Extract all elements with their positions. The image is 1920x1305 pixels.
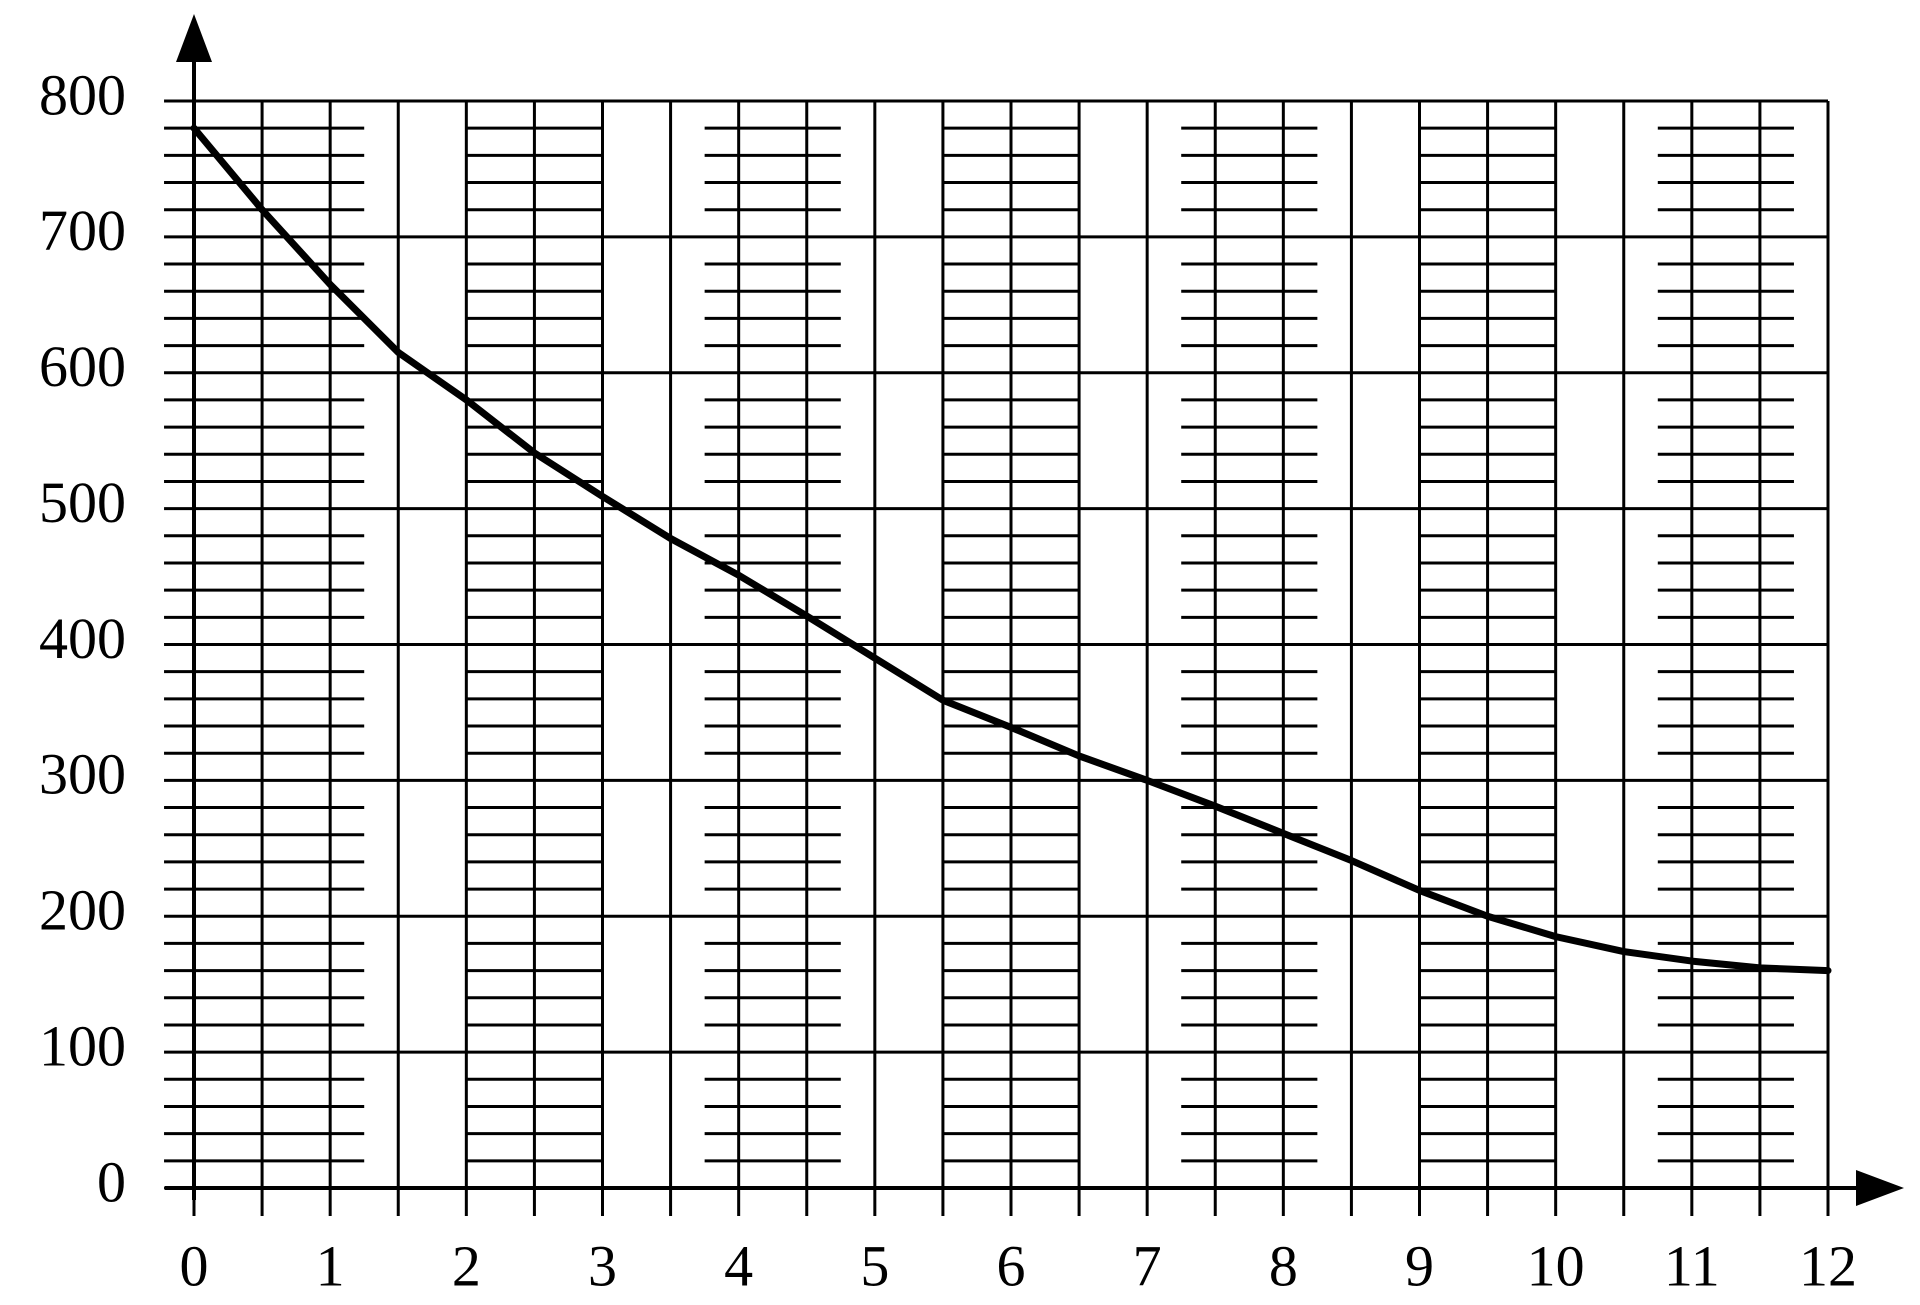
x-tick-label: 10 [1527,1233,1585,1298]
data-line [190,124,1832,975]
y-tick-label: 500 [39,470,126,535]
x-tick-label: 7 [1133,1233,1162,1298]
grid [164,99,1830,1216]
y-axis-arrow [176,14,212,62]
x-tick-label: 11 [1664,1233,1720,1298]
y-tick-label: 600 [39,334,126,399]
x-tick-label: 1 [316,1233,345,1298]
x-tick-label: 4 [724,1233,753,1298]
y-tick-label: 700 [39,198,126,263]
y-tick-label: 800 [39,62,126,127]
x-tick-label: 3 [588,1233,617,1298]
x-tick-label: 2 [452,1233,481,1298]
y-tick-label: 200 [39,878,126,943]
y-tick-label: 0 [97,1149,126,1214]
x-tick-label: 0 [180,1233,209,1298]
x-tick-label: 5 [860,1233,889,1298]
x-tick-label: 6 [997,1233,1026,1298]
x-tick-label: 9 [1405,1233,1434,1298]
x-axis-arrow [1856,1170,1904,1206]
y-tick-label: 400 [39,606,126,671]
x-tick-label: 12 [1799,1233,1857,1298]
y-tick-label: 300 [39,742,126,807]
y-tick-label: 100 [39,1013,126,1078]
x-tick-label: 8 [1269,1233,1298,1298]
